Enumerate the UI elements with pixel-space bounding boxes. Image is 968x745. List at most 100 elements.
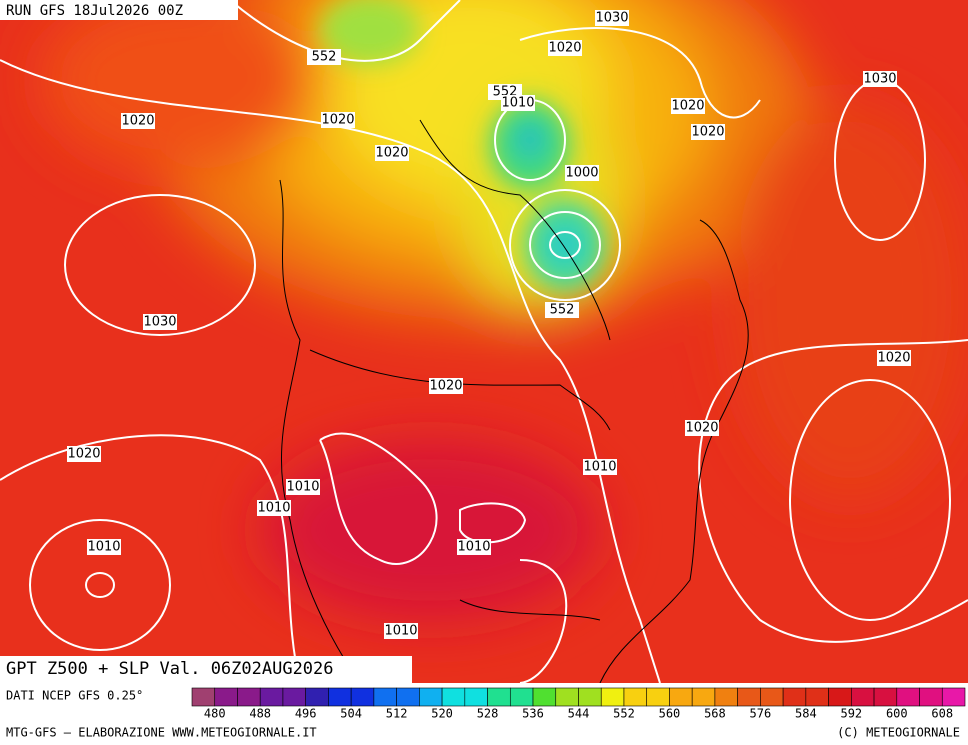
contour-label: 552: [312, 50, 337, 65]
contour-label: 1010: [457, 540, 490, 555]
contour-label: 1010: [583, 460, 616, 475]
contour-label: 1000: [565, 166, 598, 181]
contour-label: 1020: [548, 41, 581, 56]
colorbar-label: 592: [840, 707, 862, 721]
contour-label-box: [583, 459, 617, 475]
contour-label: 1020: [671, 99, 704, 114]
contour-label-box: [143, 314, 177, 330]
footer-right: (C) METEOGIORNALE: [837, 726, 960, 740]
header-box: [0, 0, 238, 20]
contour-label-box: [595, 10, 629, 26]
colorbar-label: 528: [477, 707, 499, 721]
contour-label: 1030: [595, 11, 628, 26]
colorbar-label: 560: [659, 707, 681, 721]
contour-label-box: [384, 623, 418, 639]
colorbar-swatch: [532, 687, 557, 707]
contour-label-box: [877, 350, 911, 366]
colorbar-label: 544: [568, 707, 590, 721]
colorbar-swatch: [305, 687, 329, 707]
contour-label: 1020: [67, 447, 100, 462]
contour-label-box: [429, 378, 463, 394]
colorbar-label: 520: [431, 707, 453, 721]
colorbar-swatch: [464, 687, 488, 707]
contour-label: 1020: [121, 114, 154, 129]
colorbar-swatch: [669, 687, 693, 707]
contour-label-box: [67, 446, 101, 462]
contour-label-box: [548, 40, 582, 56]
colorbar-swatch: [396, 687, 420, 707]
colorbar-swatch: [941, 687, 966, 707]
contour-label: 1020: [877, 351, 910, 366]
contour-labels: 552 1030 1020 552 1010 1030 1020 1020 1020 1020 10…: [67, 10, 911, 639]
colorbar-swatch: [646, 687, 670, 707]
contour-label-box: [545, 302, 579, 318]
contour-label-box: [375, 145, 409, 161]
contour-label: 1020: [685, 421, 718, 436]
contour-label-box: [87, 539, 121, 555]
colorbar-label: 504: [340, 707, 362, 721]
colorbar-swatch: [237, 687, 261, 707]
colorbar-swatch: [259, 687, 284, 707]
contour-label: 552: [550, 303, 575, 318]
colorbar-swatch: [191, 687, 216, 707]
contour-label: 1020: [429, 379, 462, 394]
colorbar-swatch: [600, 687, 625, 707]
colorbar-swatch: [873, 687, 898, 707]
colorbar-label: 608: [931, 707, 953, 721]
colorbar-label: 584: [795, 707, 817, 721]
contour-label: 1010: [384, 624, 417, 639]
contour-label-box: [685, 420, 719, 436]
colorbar-swatch: [760, 687, 784, 707]
colorbar-swatch: [919, 687, 943, 707]
colorbar-swatch: [509, 687, 534, 707]
colorbar-swatch: [419, 687, 443, 707]
footer-left: MTG-GFS — ELABORAZIONE WWW.METEOGIORNALE…: [6, 726, 317, 740]
colorbar: 480 488 496 504 512 520 528 536 544 552 560 568 576 5…: [191, 687, 966, 721]
colorbar-label: 568: [704, 707, 726, 721]
colorbar-swatch: [350, 687, 375, 707]
contour-label: 1030: [863, 72, 896, 87]
colorbar-swatch: [555, 687, 579, 707]
colorbar-label: 496: [295, 707, 317, 721]
contour-label-box: [863, 71, 897, 87]
contour-label-box: [307, 49, 341, 65]
contour-label-box: [457, 539, 491, 555]
colorbar-swatch: [373, 687, 397, 707]
contour-label: 1030: [143, 315, 176, 330]
colorbar-label: 480: [204, 707, 226, 721]
contour-label: 1010: [286, 480, 319, 495]
colorbar-label: 552: [613, 707, 635, 721]
colorbar-swatch: [328, 687, 352, 707]
contour-label: 1020: [321, 113, 354, 128]
colorbar-swatch: [714, 687, 738, 707]
colorbar-swatch: [851, 687, 875, 707]
map-title: GPT Z500 + SLP Val. 06Z02AUG2026: [6, 659, 334, 679]
title-box: [0, 656, 412, 683]
contour-label-box: [501, 95, 535, 111]
colorbar-swatch: [487, 687, 511, 707]
colorbar-label: 600: [886, 707, 908, 721]
run-label: RUN GFS 18Jul2026 00Z: [6, 3, 183, 19]
colorbar-swatch: [896, 687, 920, 707]
colorbar-label: 536: [522, 707, 544, 721]
colorbar-swatch: [214, 687, 238, 707]
contour-label: 1020: [691, 125, 724, 140]
colorbar-swatch: [737, 687, 761, 707]
map-field: [0, 0, 968, 683]
contour-label: 1010: [501, 96, 534, 111]
contour-label-box: [671, 98, 705, 114]
colorbar-swatch: [782, 687, 807, 707]
colorbar-label: 512: [386, 707, 408, 721]
contour-label: 1010: [87, 540, 120, 555]
contour-label: 1010: [257, 501, 290, 516]
colorbar-label: 488: [249, 707, 271, 721]
contour-label-box: [691, 124, 725, 140]
colorbar-swatch: [623, 687, 648, 707]
contour-label-box: [257, 500, 291, 516]
contour-label-box: [565, 165, 599, 181]
contour-label-box: [321, 112, 355, 128]
contour-label: 1020: [375, 146, 408, 161]
contour-label-box: [121, 113, 155, 129]
